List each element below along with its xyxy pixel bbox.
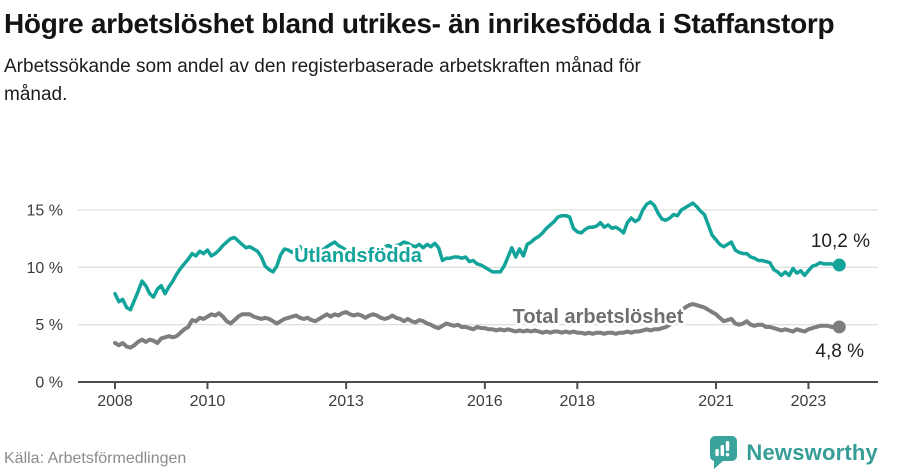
- series-end-value: 10,2 %: [811, 231, 870, 252]
- chart-area: 0 % 5 % 10 % 15 % 2008 2010 2013 2016 2018 2021 20…: [0, 185, 900, 431]
- series-line-1: [113, 302, 842, 350]
- x-axis: 2008 2010 2013 2016 2018 2021 2023: [78, 381, 878, 410]
- y-tick-label: 10 %: [27, 260, 63, 277]
- x-tick-label: 2008: [97, 393, 133, 410]
- x-tick-label: 2018: [560, 393, 596, 410]
- series-end-dot-1: [832, 320, 846, 334]
- x-tick-label: 2023: [791, 393, 827, 410]
- chart-subtitle: Arbetssökande som andel av den registerb…: [4, 55, 641, 105]
- x-tick-label: 2021: [698, 393, 734, 410]
- y-tick-label: 15 %: [27, 203, 63, 220]
- x-tick-label: 2013: [328, 393, 364, 410]
- newsworthy-bubble-chart-icon: [710, 436, 738, 469]
- series-label: Utlandsfödda: [294, 245, 423, 267]
- series-end-value: 4,8 %: [815, 341, 864, 362]
- chart-title: Högre arbetslöshet bland utrikes- än inr…: [4, 8, 835, 39]
- chart-header: Högre arbetslöshet bland utrikes- än inr…: [0, 0, 900, 108]
- y-tick-label: 5 %: [35, 317, 63, 334]
- line-chart: 0 %5 %10 %15 %2008 2010 2013 2016 2018 2021 20…: [27, 200, 878, 410]
- x-tick-label: 2010: [190, 393, 226, 410]
- series-line-0: [113, 200, 842, 312]
- y-tick-label: 0 %: [35, 375, 63, 392]
- chart-footer: Källa: Arbetsförmedlingen Newsworthy: [0, 432, 900, 474]
- x-tick-label: 2016: [467, 393, 503, 410]
- source-note: Källa: Arbetsförmedlingen: [4, 450, 187, 467]
- series-label: Total arbetslöshet: [513, 306, 684, 328]
- newsworthy-logo-text: Newsworthy: [746, 439, 878, 465]
- newsworthy-logo: Newsworthy: [707, 435, 878, 470]
- series-end-dot-0: [832, 258, 846, 272]
